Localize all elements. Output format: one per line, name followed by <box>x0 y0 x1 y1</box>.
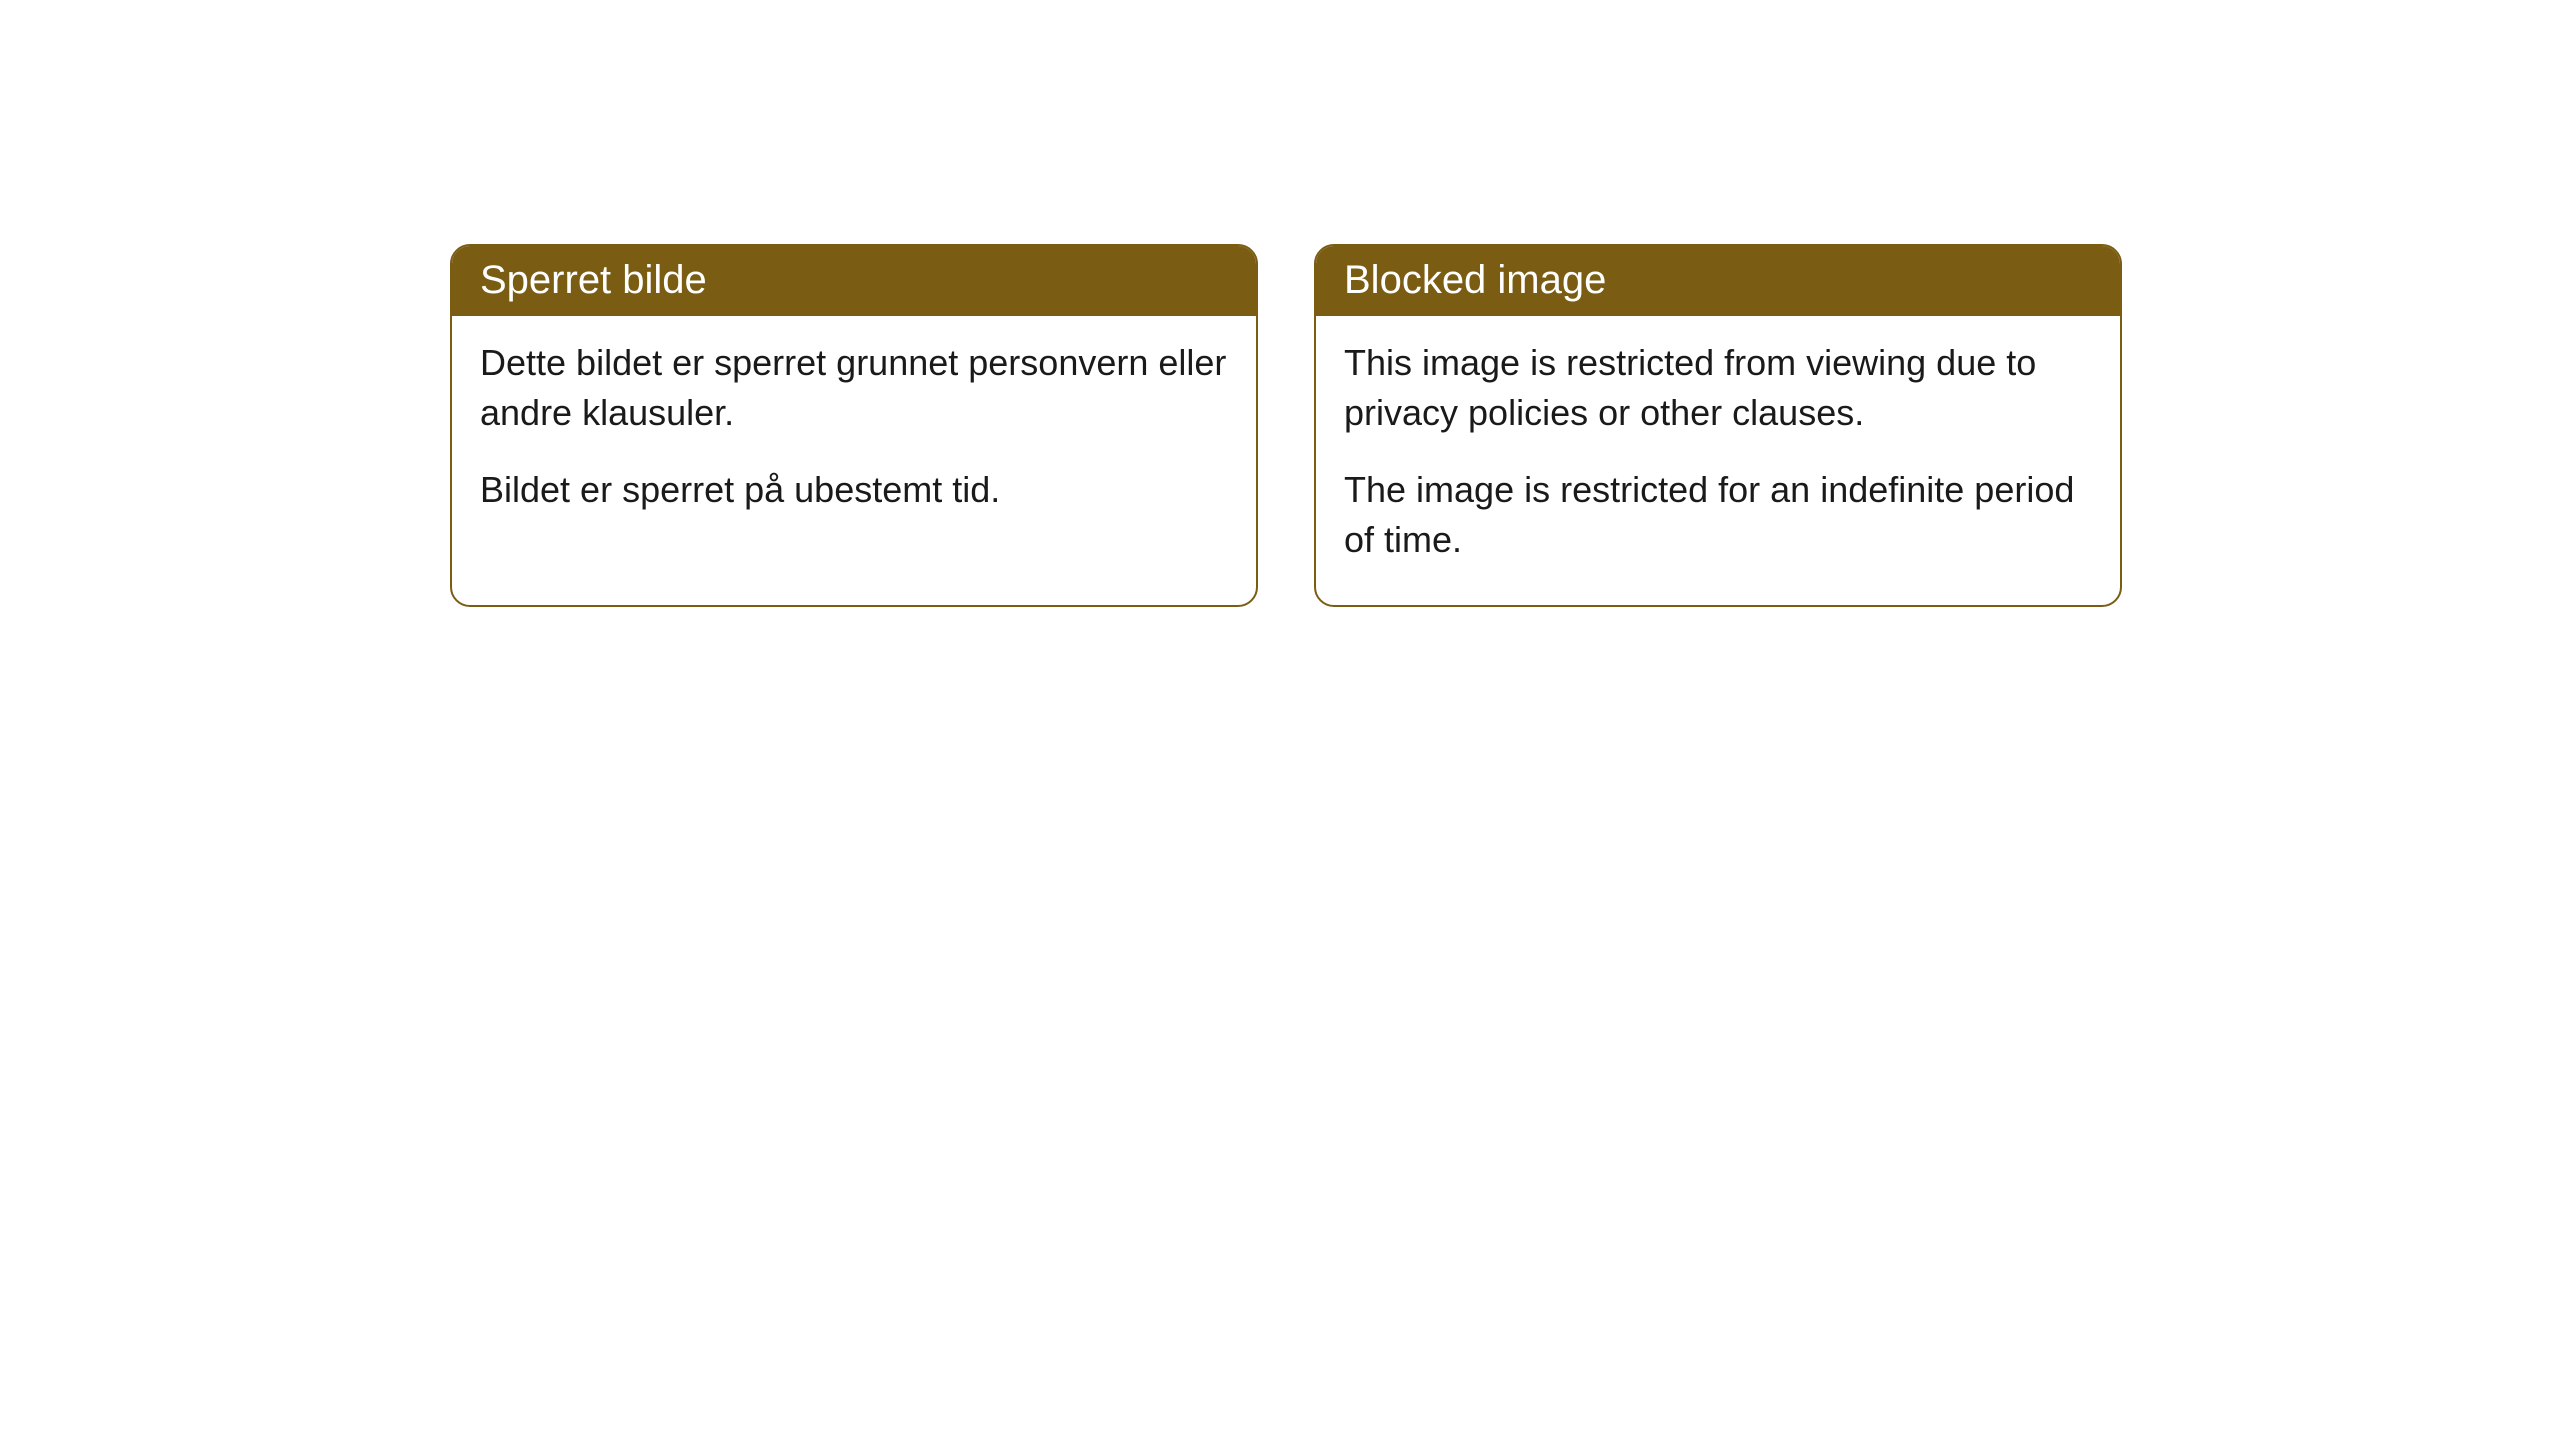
card-body: Dette bildet er sperret grunnet personve… <box>452 316 1256 555</box>
card-paragraph: Dette bildet er sperret grunnet personve… <box>480 338 1228 437</box>
card-paragraph: This image is restricted from viewing du… <box>1344 338 2092 437</box>
notice-cards-container: Sperret bilde Dette bildet er sperret gr… <box>450 244 2122 607</box>
card-paragraph: The image is restricted for an indefinit… <box>1344 465 2092 564</box>
notice-card-english: Blocked image This image is restricted f… <box>1314 244 2122 607</box>
card-paragraph: Bildet er sperret på ubestemt tid. <box>480 465 1228 515</box>
card-header: Sperret bilde <box>452 246 1256 316</box>
card-body: This image is restricted from viewing du… <box>1316 316 2120 605</box>
card-header: Blocked image <box>1316 246 2120 316</box>
notice-card-norwegian: Sperret bilde Dette bildet er sperret gr… <box>450 244 1258 607</box>
